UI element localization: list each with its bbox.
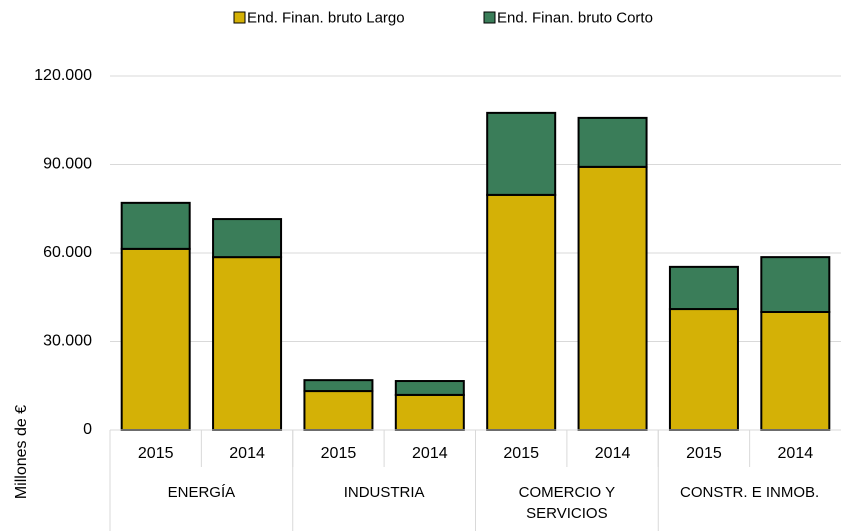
y-tick-label: 120.000 — [34, 67, 92, 84]
legend-label: End. Finan. bruto Corto — [497, 9, 653, 26]
y-tick-label: 90.000 — [43, 156, 92, 173]
x-tick-label: 2014 — [778, 445, 814, 462]
y-axis-label: Millones de € — [13, 405, 30, 499]
bar-segment — [212, 218, 283, 259]
y-tick-label: 60.000 — [43, 244, 92, 261]
y-tick-label: 0 — [83, 421, 92, 438]
legend-label: End. Finan. bruto Largo — [247, 9, 405, 26]
legend-swatch — [483, 11, 496, 24]
x-tick-label: 2015 — [503, 445, 539, 462]
group-label: ENERGÍA — [167, 484, 236, 501]
x-tick-label: 2015 — [686, 445, 722, 462]
bar-segment — [303, 379, 374, 393]
bar-segment — [120, 201, 191, 250]
bar-segment — [760, 256, 831, 314]
legend-swatch — [233, 11, 246, 24]
x-tick-label: 2015 — [321, 445, 357, 462]
group-label: CONSTR. E INMOB. — [680, 484, 820, 501]
bar-segment — [303, 390, 374, 431]
group-label: INDUSTRIA — [343, 484, 425, 501]
x-tick-label: 2014 — [412, 445, 448, 462]
group-label: COMERCIO Y SERVICIOS — [518, 484, 616, 522]
bar-segment — [668, 308, 739, 431]
bar-segment — [394, 393, 465, 431]
x-tick-label: 2015 — [138, 445, 174, 462]
x-tick-label: 2014 — [595, 445, 631, 462]
bar-segment — [394, 380, 465, 396]
bar-segment — [577, 165, 648, 432]
bar-segment — [486, 111, 557, 196]
y-tick-label: 30.000 — [43, 333, 92, 350]
bar-segment — [120, 247, 191, 431]
bar-segment — [486, 193, 557, 431]
bar-segment — [212, 256, 283, 431]
bar-segment — [760, 311, 831, 431]
bar-segment — [668, 265, 739, 311]
x-tick-label: 2014 — [229, 445, 265, 462]
bar-segment — [577, 116, 648, 168]
